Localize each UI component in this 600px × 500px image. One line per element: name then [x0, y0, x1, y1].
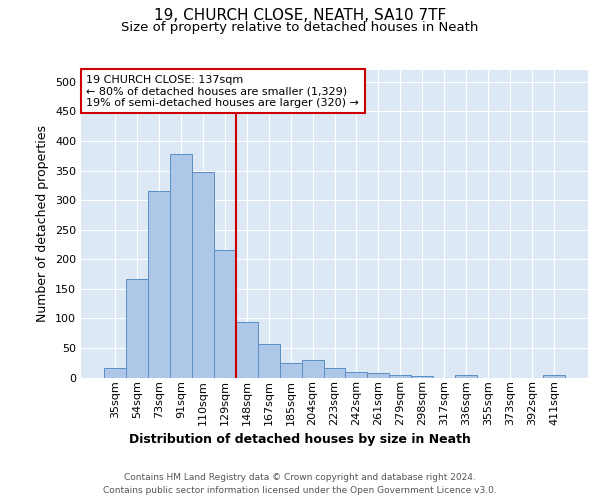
- Text: Contains HM Land Registry data © Crown copyright and database right 2024.
Contai: Contains HM Land Registry data © Crown c…: [103, 472, 497, 494]
- Bar: [367, 373, 389, 378]
- Text: 19 CHURCH CLOSE: 137sqm
← 80% of detached houses are smaller (1,329)
19% of semi: 19 CHURCH CLOSE: 137sqm ← 80% of detache…: [86, 74, 359, 108]
- Bar: [455, 375, 477, 378]
- Bar: [104, 368, 126, 378]
- Bar: [302, 360, 323, 378]
- Bar: [412, 376, 433, 378]
- Bar: [126, 278, 148, 378]
- Bar: [192, 172, 214, 378]
- Bar: [389, 374, 412, 378]
- Text: Size of property relative to detached houses in Neath: Size of property relative to detached ho…: [121, 21, 479, 34]
- Text: Distribution of detached houses by size in Neath: Distribution of detached houses by size …: [129, 432, 471, 446]
- Bar: [543, 375, 565, 378]
- Bar: [280, 362, 302, 378]
- Y-axis label: Number of detached properties: Number of detached properties: [37, 125, 49, 322]
- Bar: [346, 372, 367, 378]
- Bar: [148, 191, 170, 378]
- Text: 19, CHURCH CLOSE, NEATH, SA10 7TF: 19, CHURCH CLOSE, NEATH, SA10 7TF: [154, 8, 446, 22]
- Bar: [323, 368, 346, 378]
- Bar: [236, 322, 257, 378]
- Bar: [214, 250, 236, 378]
- Bar: [257, 344, 280, 378]
- Bar: [170, 154, 192, 378]
